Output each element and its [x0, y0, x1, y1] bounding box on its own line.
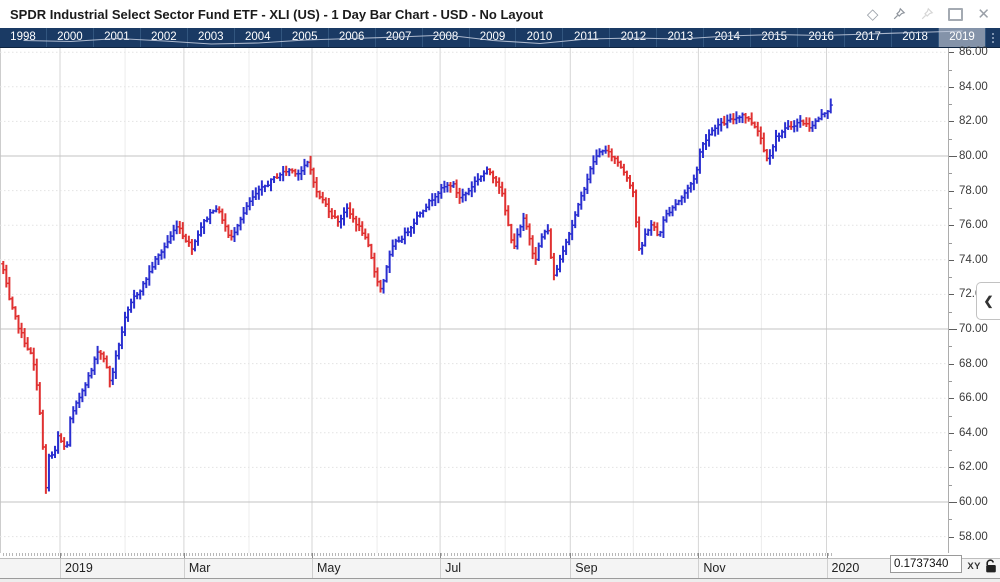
- price-tick-label: 86.00: [959, 46, 988, 59]
- year-cell-2009[interactable]: 2009: [470, 28, 517, 47]
- time-tick-label: Mar: [188, 561, 211, 575]
- year-cell-1998[interactable]: 1998: [0, 28, 47, 47]
- chevron-left-icon: ❮: [983, 294, 994, 308]
- diamond-icon[interactable]: ◇: [866, 5, 879, 23]
- year-cell-2013[interactable]: 2013: [657, 28, 705, 47]
- pin-icon[interactable]: [892, 7, 906, 21]
- axis-value-input[interactable]: 0.1737340: [890, 555, 962, 573]
- price-tick-label: 68.00: [959, 357, 988, 370]
- time-tick-label: Sep: [575, 561, 598, 575]
- year-cells: 1998 2000 2001 2002 2003 2004 2005 2006 2007 2008…: [0, 28, 987, 47]
- price-tick-label: 74.00: [959, 253, 988, 266]
- price-tick-label: 64.00: [959, 426, 988, 439]
- year-cell-2019[interactable]: 2019: [939, 28, 987, 47]
- year-cell-2014[interactable]: 2014: [704, 28, 752, 47]
- price-tick-label: 66.00: [959, 392, 988, 405]
- price-tick-label: 78.00: [959, 184, 988, 197]
- price-tick-label: 70.00: [959, 323, 988, 335]
- year-cell-2004[interactable]: 2004: [235, 28, 282, 47]
- title-bar: SPDR Industrial Select Sector Fund ETF -…: [0, 0, 1000, 28]
- time-axis[interactable]: 2019 Mar May Jul Sep Nov 2020 0.1737340 XY: [0, 553, 1000, 579]
- time-tick-label: 2019: [65, 561, 93, 575]
- price-chart-canvas[interactable]: [0, 48, 948, 553]
- year-cell-2010[interactable]: 2010: [516, 28, 564, 47]
- maximize-icon[interactable]: [948, 7, 964, 21]
- chart-title: SPDR Industrial Select Sector Fund ETF -…: [10, 6, 544, 22]
- year-cell-2006[interactable]: 2006: [329, 28, 376, 47]
- time-labels: 2019 Mar May Jul Sep Nov 2020: [0, 558, 1000, 579]
- year-cell-2007[interactable]: 2007: [376, 28, 423, 47]
- year-cell-2015[interactable]: 2015: [751, 28, 799, 47]
- collapse-axis-button[interactable]: ❮: [976, 282, 1000, 320]
- year-cell-2017[interactable]: 2017: [845, 28, 893, 47]
- price-tick-label: 80.00: [959, 150, 988, 162]
- pin-faded-icon[interactable]: [920, 7, 934, 21]
- price-tick-label: 82.00: [959, 115, 988, 128]
- drag-grip-icon[interactable]: [986, 28, 1000, 47]
- year-cell-2000[interactable]: 2000: [47, 28, 94, 47]
- price-tick-label: 62.00: [959, 461, 988, 474]
- year-cell-2002[interactable]: 2002: [141, 28, 188, 47]
- year-cell-2003[interactable]: 2003: [188, 28, 235, 47]
- time-tick-label: Nov: [703, 561, 726, 575]
- window-controls: ◇ ✕: [867, 0, 990, 28]
- price-tick-label: 58.00: [959, 530, 988, 543]
- time-tick-label: Jul: [445, 561, 462, 575]
- price-tick-label: 60.00: [959, 496, 988, 508]
- time-tick-label: May: [317, 561, 341, 575]
- window-bottom-edge: [0, 579, 1000, 582]
- time-tick-label: 2020: [831, 561, 860, 575]
- year-cell-2012[interactable]: 2012: [610, 28, 658, 47]
- close-icon[interactable]: ✕: [977, 5, 990, 23]
- year-cell-2016[interactable]: 2016: [798, 28, 846, 47]
- year-cell-2001[interactable]: 2001: [94, 28, 141, 47]
- year-cell-2008[interactable]: 2008: [423, 28, 470, 47]
- year-cell-2011[interactable]: 2011: [563, 28, 611, 47]
- price-tick-label: 84.00: [959, 80, 988, 93]
- time-ruler: [0, 553, 1000, 558]
- xy-mode-button[interactable]: XY: [967, 561, 981, 572]
- year-cell-2018[interactable]: 2018: [892, 28, 940, 47]
- price-tick-label: 76.00: [959, 219, 988, 232]
- year-navigator: 1998 2000 2001 2002 2003 2004 2005 2006 2007 2008…: [0, 28, 1000, 48]
- lock-icon[interactable]: [984, 558, 998, 574]
- year-cell-2005[interactable]: 2005: [282, 28, 329, 47]
